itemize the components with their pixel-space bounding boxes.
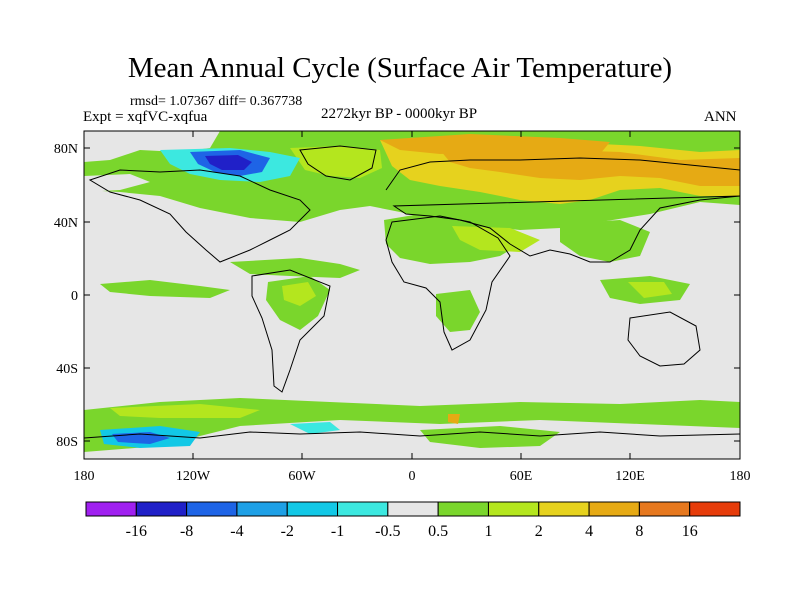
anomaly-region-antarctica-white — [84, 420, 740, 459]
colorbar-label: -8 — [180, 523, 193, 540]
colorbar-label: 16 — [682, 523, 698, 540]
lon-label-60w: 60W — [288, 469, 316, 484]
anomaly-region-siberia-orange — [440, 146, 740, 186]
map-plot-area — [84, 131, 740, 459]
anomaly-region-arctic-orange-north — [380, 134, 610, 156]
colorbar-swatch — [437, 501, 489, 517]
colorbar-swatch — [487, 501, 540, 517]
colorbar-label: 4 — [585, 523, 593, 540]
colorbar-swatch — [286, 501, 339, 517]
colorbar-label: -1 — [331, 523, 344, 540]
coastline-greenland — [299, 145, 377, 181]
coastline-north-america — [88, 169, 311, 263]
coastlines — [84, 145, 740, 439]
anomaly-region-canada-darkblue — [205, 155, 252, 170]
colorbar-swatch — [538, 501, 590, 517]
colorbar-label: -0.5 — [375, 523, 400, 540]
anomaly-region-weddell-cyan — [290, 422, 340, 434]
anomaly-region-south-america-yellow — [282, 282, 316, 306]
colorbar-swatch — [236, 501, 288, 517]
colorbar-label: 0.5 — [428, 523, 448, 540]
lon-label-180-west: 180 — [74, 469, 95, 484]
season-label: ANN — [704, 109, 737, 125]
colorbar-label: -4 — [230, 523, 243, 540]
anomaly-region-north-atlantic-white — [84, 131, 220, 162]
colorbar-label: 2 — [535, 523, 543, 540]
lat-label-80n: 80N — [54, 142, 78, 157]
lat-label-40n: 40N — [54, 216, 78, 231]
anomaly-region-maritime-yellow — [628, 282, 672, 298]
colorbar-swatch — [337, 501, 389, 517]
anomaly-region-southern-ocean-yellow — [110, 404, 260, 418]
colorbar-label: -16 — [126, 523, 147, 540]
colorbar-swatch — [588, 501, 640, 517]
lon-ticks — [192, 131, 631, 459]
colorbar-swatch — [135, 501, 188, 517]
anomaly-region-pacific-tropical-green — [100, 280, 230, 298]
colorbar: -16 -8 -4 -2 -1 -0.5 0.5 1 2 4 8 16 — [85, 501, 741, 540]
coastline-australia — [627, 311, 701, 367]
colorbar-swatch — [387, 501, 439, 517]
lon-label-180-east: 180 — [730, 469, 751, 484]
coastline-south-america — [251, 269, 331, 393]
colorbar-swatch — [638, 501, 691, 517]
anomaly-region-greenland-yellow — [290, 146, 382, 178]
colorbar-swatch — [85, 501, 137, 517]
colorbar-label: -2 — [281, 523, 294, 540]
rmsd-diff-stats: rmsd= 1.07367 diff= 0.367738 — [130, 94, 303, 109]
anomaly-region-australia-orange — [448, 414, 460, 424]
colorbar-swatch — [186, 501, 238, 517]
lat-ticks — [84, 147, 740, 442]
anomaly-region-alaska-white — [84, 174, 150, 192]
anomaly-region-antarctica-green — [420, 426, 560, 448]
colorbar-label: 1 — [484, 523, 492, 540]
lat-label-0: 0 — [71, 289, 78, 304]
period-label: 2272kyr BP - 0000kyr BP — [321, 106, 478, 122]
chart-title: Mean Annual Cycle (Surface Air Temperatu… — [127, 52, 673, 84]
anomaly-region-africa-green — [436, 290, 480, 332]
lon-label-60e: 60E — [510, 469, 533, 484]
lat-label-80s: 80S — [56, 435, 78, 450]
lon-label-0: 0 — [409, 469, 416, 484]
coastline-antarctica — [84, 431, 740, 439]
experiment-label: Expt = xqfVC-xqfua — [83, 109, 208, 125]
anomaly-region-atlantic-tropical-green — [230, 258, 360, 278]
lon-label-120e: 120E — [615, 469, 645, 484]
colorbar-swatch — [689, 501, 741, 517]
lon-label-120w: 120W — [176, 469, 211, 484]
colorbar-label: 8 — [635, 523, 643, 540]
lat-label-40s: 40S — [56, 362, 78, 377]
anomaly-region-middle-east-yellow — [452, 226, 540, 252]
coastline-africa — [385, 215, 511, 351]
coastline-eurasia — [385, 157, 740, 263]
